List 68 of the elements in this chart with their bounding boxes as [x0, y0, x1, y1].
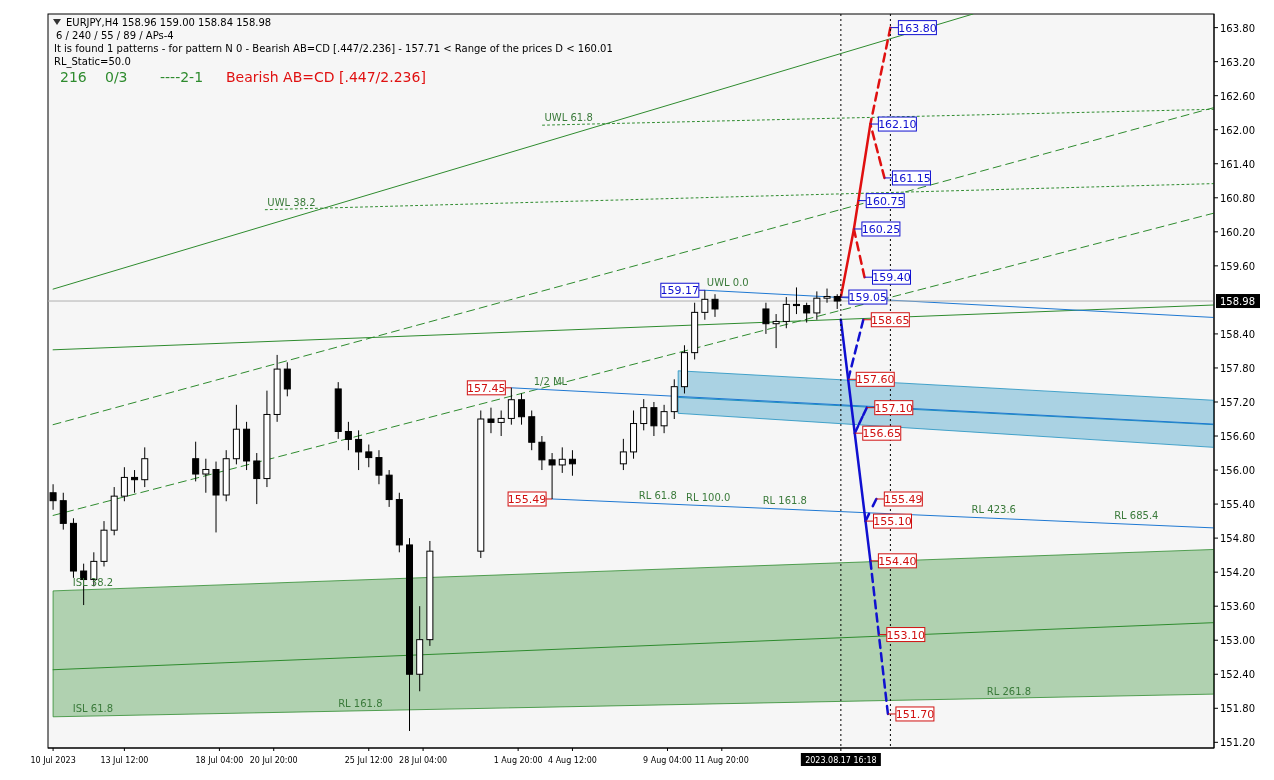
annotation: 1/2 ML [533, 375, 568, 387]
y-tick-label: 155.40 [1220, 499, 1255, 511]
annotation: RL 261.8 [986, 685, 1032, 697]
annotation: 155.49 [507, 492, 547, 506]
annotation: 162.10 [878, 118, 917, 132]
annotation: Bearish AB=CD [.447/2.236] [226, 69, 426, 85]
y-tick-label: 157.80 [1220, 362, 1255, 374]
y-tick-label: 151.80 [1220, 703, 1255, 715]
annotation: 160.75 [865, 194, 905, 208]
annotation: It is found 1 patterns - for pattern N 0 - Bearish AB=CD [.447/2.236] - 157.71 < Range of the prices D < 160.01 [54, 43, 613, 54]
annotation: RL 423.6 [971, 504, 1016, 516]
y-tick-label: 154.80 [1220, 533, 1255, 545]
y-tick-label: 156.60 [1220, 431, 1255, 443]
text: 6 / 240 / 55 / 89 / APs-4 [56, 30, 174, 41]
y-tick-label: 151.20 [1220, 737, 1255, 749]
y-tick-label: 159.60 [1220, 260, 1255, 272]
annotation: UWL 61.8 [544, 112, 593, 124]
annotation: 155.49 [884, 492, 923, 506]
annotation: RL_Static=50.0 [54, 56, 131, 68]
y-tick-label: 160.80 [1220, 192, 1255, 204]
chart-title: EURJPY,H4 158.96 159.00 158.84 158.98 [66, 17, 272, 28]
x-tick-label: 4 Aug 12:00 [548, 756, 597, 765]
annotation: 157.45 [467, 381, 506, 395]
annotation: UWL 0.0 [706, 277, 749, 289]
y-tick-label: 162.00 [1220, 124, 1255, 136]
ref-line-label: 158.98 [1220, 296, 1255, 308]
annotation: 155.10 [873, 515, 912, 529]
y-tick-label: 153.00 [1220, 635, 1255, 647]
annotation: 156.65 [862, 427, 901, 441]
annotation: 159.17 [660, 284, 700, 298]
annotation: 163.80 [898, 21, 937, 35]
x-tick-label: 18 Jul 04:00 [195, 756, 244, 765]
x-tick-label: 20 Jul 20:00 [249, 756, 298, 765]
y-tick-label: 162.60 [1220, 90, 1255, 102]
y-tick-label: 154.20 [1220, 567, 1255, 579]
x-tick-label: 13 Jul 12:00 [100, 756, 149, 765]
y-tick-label: 152.40 [1220, 669, 1255, 681]
annotation: 159.05 [848, 291, 888, 305]
y-tick-label: 163.80 [1220, 22, 1255, 34]
annotation: 158.65 [871, 313, 910, 327]
annotation: ISL 61.8 [72, 703, 114, 715]
annotation: UWL 38.2 [267, 196, 316, 208]
annotation: RL 161.8 [762, 495, 807, 507]
annotation: 0/3 [105, 69, 128, 85]
annotation: 154.40 [878, 554, 917, 568]
x-tick-label: 9 Aug 04:00 [643, 756, 692, 765]
annotation: ----2-1 [160, 69, 204, 85]
x-tick-label: 25 Jul 12:00 [344, 756, 393, 765]
y-tick-label: 157.20 [1220, 396, 1255, 408]
x-tick-label: 28 Jul 04:00 [399, 756, 448, 765]
x-tick-label: 10 Jul 2023 [30, 756, 76, 765]
annotation: RL 61.8 [638, 489, 677, 501]
x-tick-label: 2023.08.17 16:18 [805, 756, 877, 765]
y-tick-label: 163.20 [1220, 56, 1255, 68]
x-tick-label: 11 Aug 20:00 [694, 756, 749, 765]
annotation: RL 161.8 [338, 698, 383, 710]
annotation: 161.15 [892, 171, 931, 185]
annotation: RL 100.0 [686, 491, 731, 503]
annotation: 157.60 [856, 373, 895, 387]
y-tick-label: 160.20 [1220, 226, 1255, 238]
annotation: RL 685.4 [1114, 510, 1159, 522]
annotation: 159.40 [872, 271, 911, 285]
x-tick-label: 1 Aug 20:00 [493, 756, 543, 765]
y-tick-label: 158.40 [1220, 328, 1255, 340]
y-tick-label: 161.40 [1220, 158, 1255, 170]
y-tick-label: 153.60 [1220, 601, 1255, 613]
y-tick-label: 156.00 [1220, 465, 1255, 477]
annotation: 216 [60, 69, 87, 85]
